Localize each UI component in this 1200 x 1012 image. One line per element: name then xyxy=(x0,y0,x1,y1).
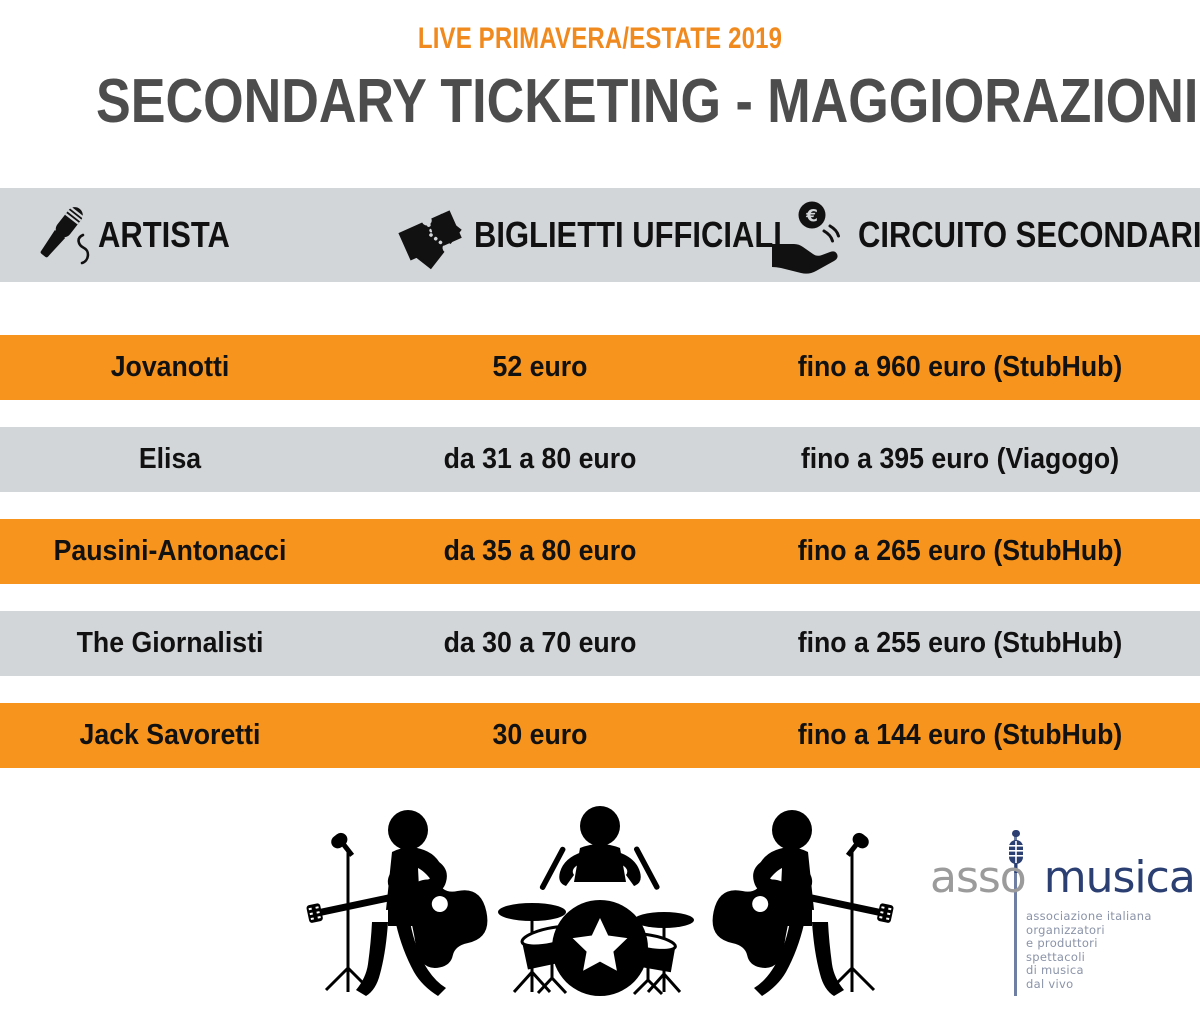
band-silhouette-illustration xyxy=(300,800,900,1000)
table-header-band: ARTISTA xyxy=(0,188,1200,282)
table-header-biglietti: BIGLIETTI UFFICIALI xyxy=(392,188,832,282)
table-header-artista: ARTISTA xyxy=(14,188,251,282)
logo-tagline-line: spettacoli xyxy=(1026,949,1086,964)
table-header-biglietti-label: BIGLIETTI UFFICIALI xyxy=(474,214,782,255)
cell-artist: Pausini-Antonacci xyxy=(53,535,287,567)
logo-tagline-line: organizzatori xyxy=(1026,922,1105,937)
logo-wordmark: asso musica xyxy=(930,852,1196,903)
cell-artist: The Giornalisti xyxy=(76,627,264,659)
table-header-circuito: € CIRCUITO SECONDARIO xyxy=(766,188,1200,282)
cell-artist: Elisa xyxy=(138,443,202,475)
table-header-artista-label: ARTISTA xyxy=(98,214,230,255)
logo-word-musica: musica xyxy=(1043,852,1196,903)
hand-euro-coin-icon: € xyxy=(766,196,852,274)
cell-official-price: da 30 a 70 euro xyxy=(443,627,637,659)
table-row: Jack Savoretti 30 euro fino a 144 euro (… xyxy=(0,703,1200,768)
cell-secondary-price: fino a 144 euro (StubHub) xyxy=(797,719,1123,751)
tickets-icon xyxy=(392,196,470,274)
logo-tagline-line: di musica xyxy=(1026,963,1084,977)
logo-mic-stand xyxy=(1014,834,1017,996)
kicker-subtitle: LIVE PRIMAVERA/ESTATE 2019 xyxy=(417,22,783,55)
table-row: Jovanotti 52 euro fino a 960 euro (StubH… xyxy=(0,335,1200,400)
table-row: Pausini-Antonacci da 35 a 80 euro fino a… xyxy=(0,519,1200,584)
cell-official-price: 52 euro xyxy=(492,351,588,383)
logo-tagline-line: e produttori xyxy=(1026,936,1098,950)
cell-official-price: da 35 a 80 euro xyxy=(443,535,637,567)
page-title: SECONDARY TICKETING - MAGGIORAZIONI SHOC… xyxy=(96,67,1200,136)
logo-tagline: associazione italiana organizzatori e pr… xyxy=(1026,909,1152,991)
cell-secondary-price: fino a 255 euro (StubHub) xyxy=(797,627,1123,659)
table-row: The Giornalisti da 30 a 70 euro fino a 2… xyxy=(0,611,1200,676)
logo-microphone-icon xyxy=(1004,828,1028,886)
table-header-circuito-label: CIRCUITO SECONDARIO xyxy=(858,214,1200,255)
logo-tagline-line: associazione italiana xyxy=(1026,909,1152,923)
table-row: Elisa da 31 a 80 euro fino a 395 euro (V… xyxy=(0,427,1200,492)
cell-secondary-price: fino a 265 euro (StubHub) xyxy=(797,535,1123,567)
cell-artist: Jack Savoretti xyxy=(79,719,261,751)
svg-text:€: € xyxy=(805,207,818,227)
cell-secondary-price: fino a 960 euro (StubHub) xyxy=(797,351,1123,383)
cell-official-price: da 31 a 80 euro xyxy=(443,443,637,475)
assomusica-logo: asso musica associazione italiana organiz… xyxy=(930,828,1196,1003)
microphone-icon xyxy=(14,191,102,279)
cell-artist: Jovanotti xyxy=(110,351,230,383)
cell-official-price: 30 euro xyxy=(492,719,588,751)
cell-secondary-price: fino a 395 euro (Viagogo) xyxy=(800,443,1120,475)
logo-word-asso: asso xyxy=(930,852,1027,903)
logo-tagline-line: dal vivo xyxy=(1026,976,1074,991)
